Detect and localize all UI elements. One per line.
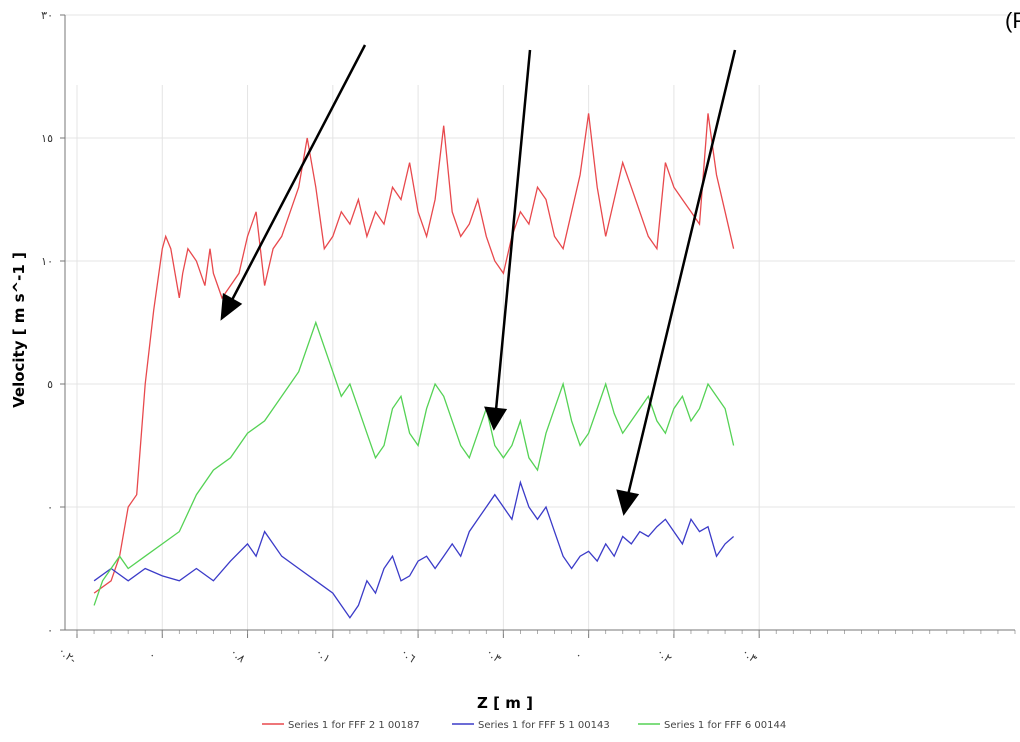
y-tick-label: ٠ bbox=[47, 501, 53, 514]
x-tick-label: ٠.٦ bbox=[398, 645, 418, 665]
x-tick-label: ٠ bbox=[146, 648, 159, 662]
x-tick-label: ٠.٢- bbox=[56, 644, 79, 666]
axes bbox=[60, 14, 1016, 638]
series-line-1 bbox=[93, 113, 735, 594]
arrow-376mm bbox=[626, 49, 737, 496]
y-tick-label: ١٥ bbox=[41, 132, 53, 145]
y-tick-label: ٥ bbox=[47, 378, 53, 391]
x-tick-label: ٠.٢ bbox=[654, 645, 674, 665]
arrow-376mm-head bbox=[616, 489, 640, 516]
series-line-2 bbox=[93, 480, 735, 619]
series-layer bbox=[93, 113, 735, 619]
x-tick-label: ٠ bbox=[572, 648, 585, 662]
legend-label-1: Series 1 for FFF 2 1 00187 bbox=[288, 720, 420, 731]
annotation-text: السرعة عند خطوة = (P=376mm) (P=188mm) (P… bbox=[1005, 8, 1020, 34]
x-tick-label: ٠.٣ bbox=[484, 645, 504, 665]
y-tick-label: ١٠ bbox=[41, 255, 53, 268]
arrow-188mm bbox=[494, 49, 532, 411]
x-tick-label: ٠.٣ bbox=[739, 645, 759, 665]
legend-label-3: Series 1 for FFF 6 00144 bbox=[664, 720, 786, 731]
arrow-188mm-head bbox=[484, 406, 508, 431]
grid bbox=[65, 14, 1015, 631]
legend: Series 1 for FFF 2 1 00187 Series 1 for F… bbox=[262, 720, 786, 731]
arrow-94mm bbox=[230, 44, 367, 301]
annotation-arrows bbox=[220, 44, 737, 516]
x-tick-label: ٠.١ bbox=[313, 645, 333, 665]
x-axis-title: Z [ m ] bbox=[477, 694, 533, 712]
y-axis-title: Velocity [ m s^-1 ] bbox=[10, 252, 28, 408]
y-tick-label: ٣٠ bbox=[41, 9, 53, 22]
y-tick-label: ٠ bbox=[47, 624, 53, 637]
arrow-94mm-head bbox=[220, 292, 243, 321]
x-tick-label: ٠.٨ bbox=[228, 645, 248, 665]
legend-label-2: Series 1 for FFF 5 1 00143 bbox=[478, 720, 610, 731]
series-line-3 bbox=[93, 320, 735, 606]
